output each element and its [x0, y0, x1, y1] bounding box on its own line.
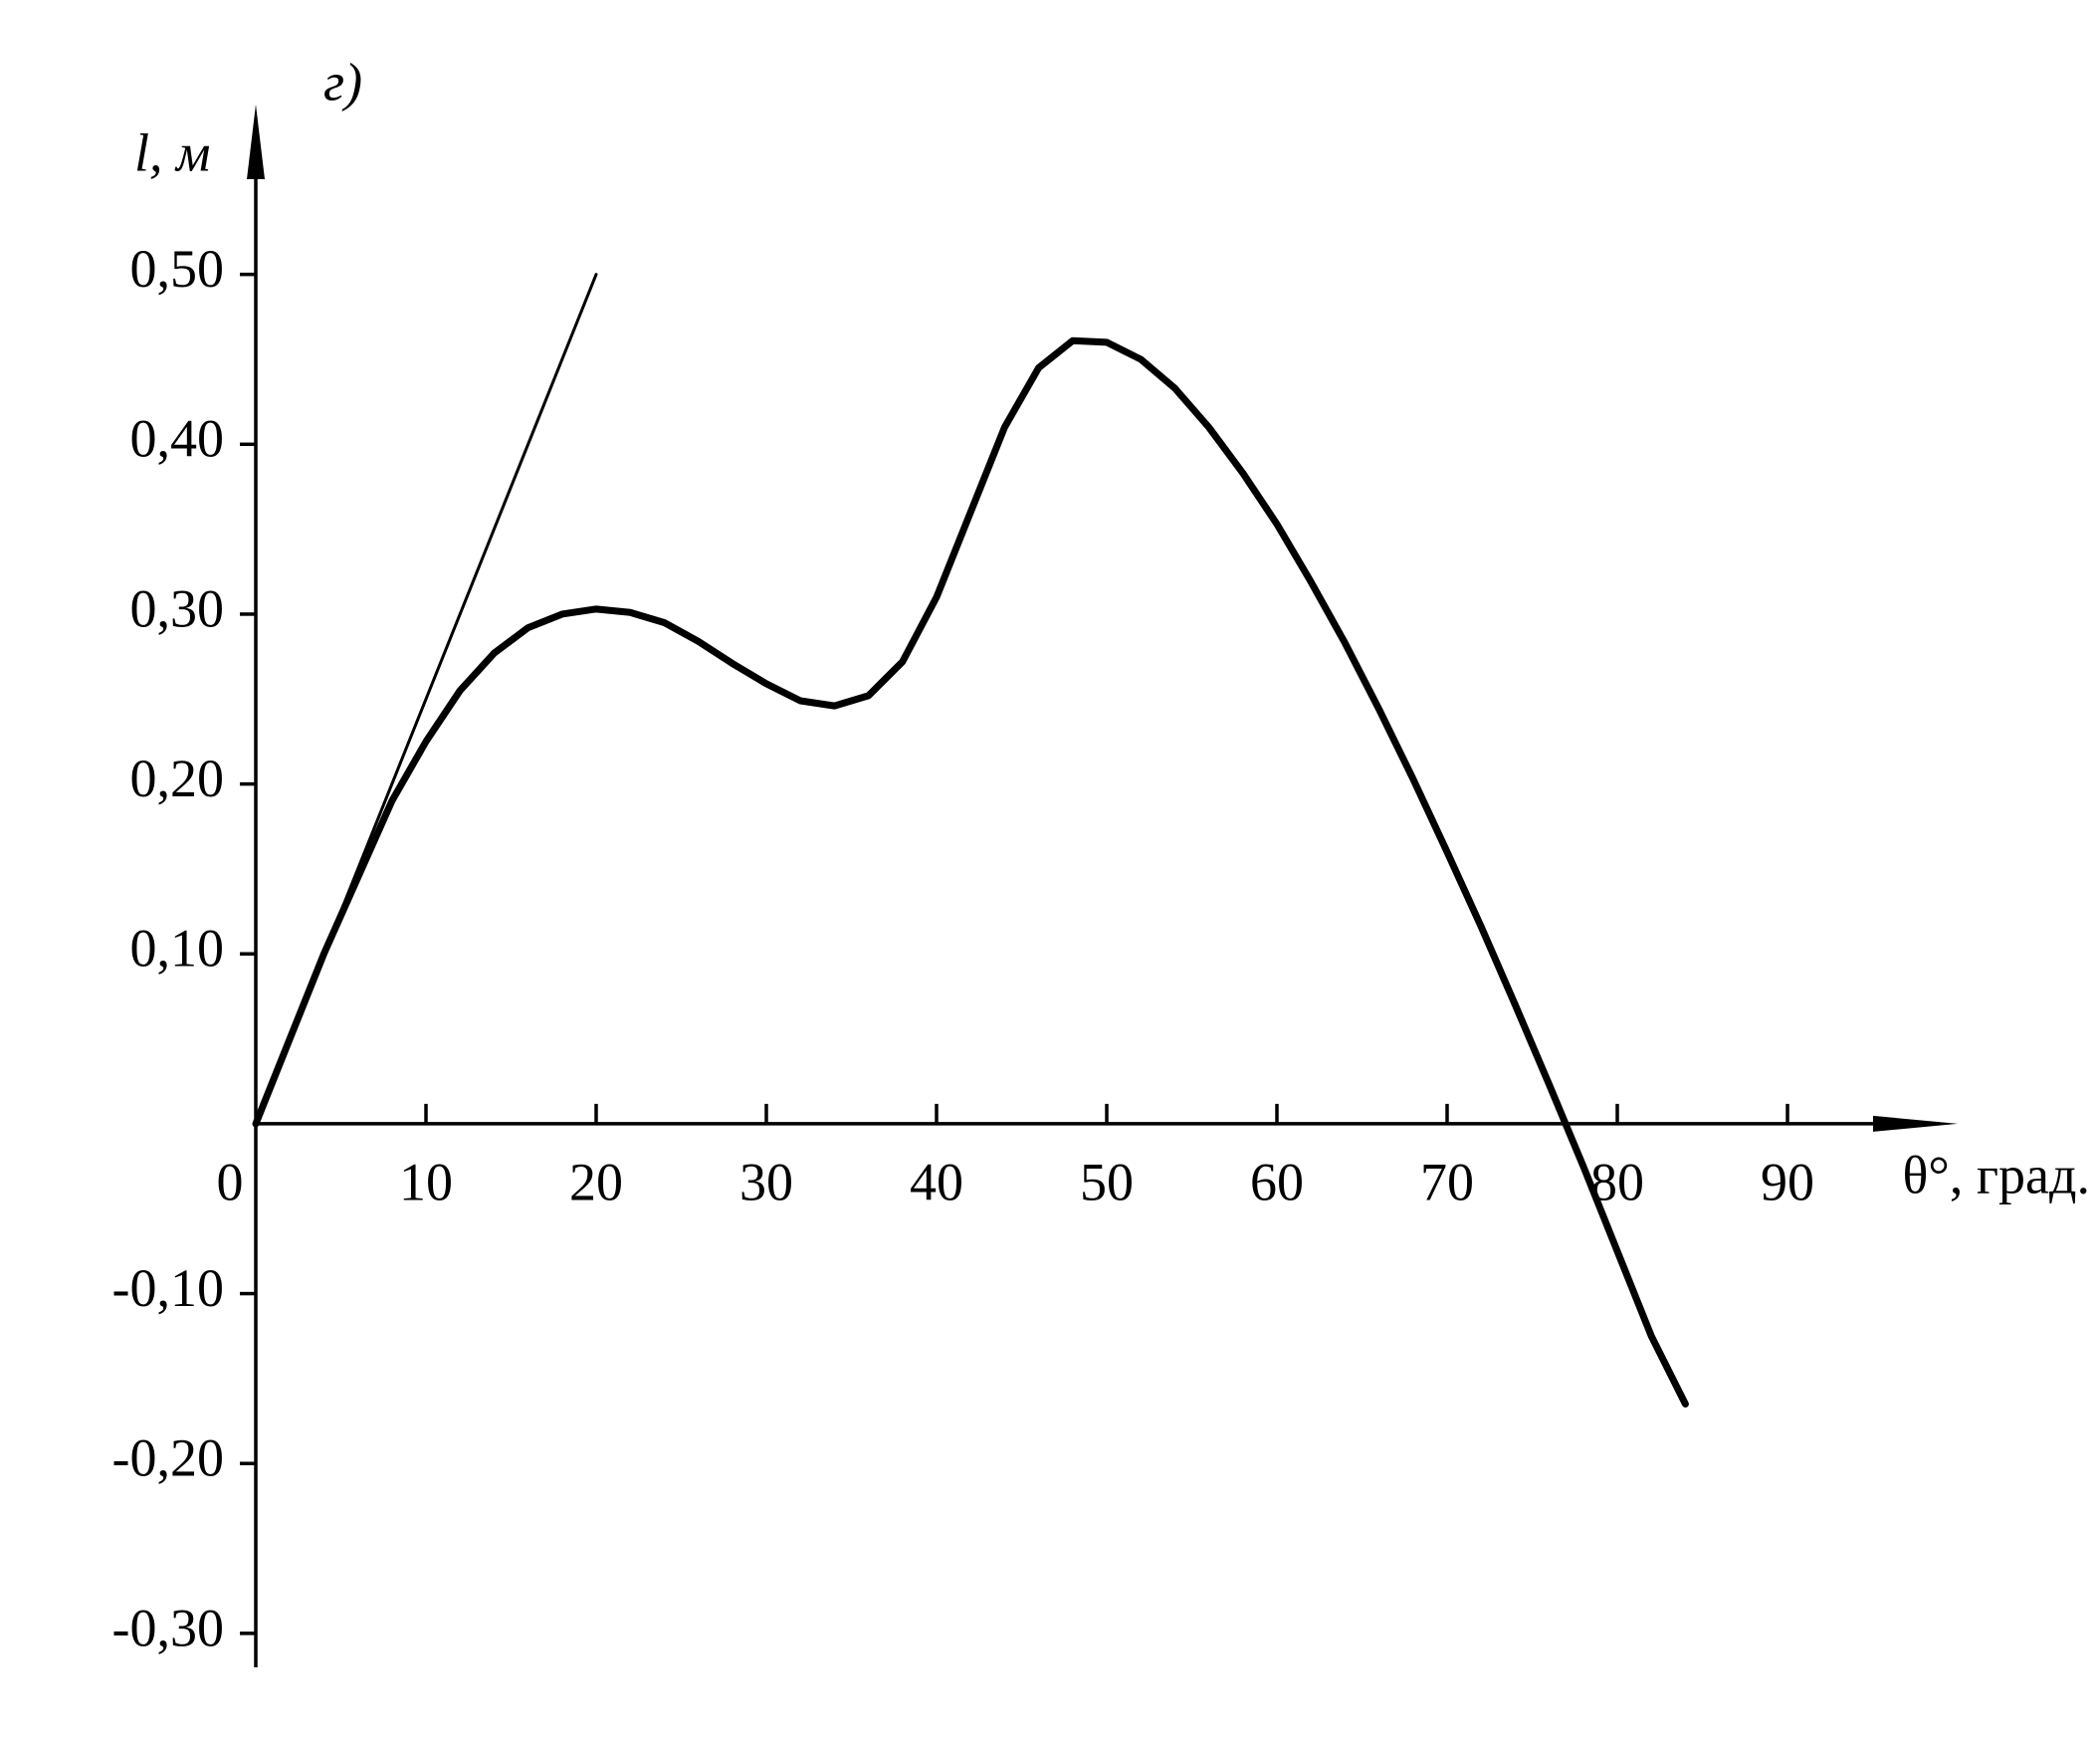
x-tick-label: 60 — [1250, 1152, 1304, 1211]
x-tick-label: 30 — [739, 1152, 793, 1211]
x-tick-label: 90 — [1761, 1152, 1814, 1211]
y-tick-label: 0,10 — [130, 919, 225, 979]
y-axis-label: l, м — [134, 122, 210, 182]
y-tick-label: 0,30 — [130, 578, 225, 638]
chart-title: г) — [323, 52, 362, 111]
x-tick-label: 40 — [910, 1152, 963, 1211]
y-tick-label: -0,20 — [112, 1428, 224, 1488]
line-series — [252, 336, 1689, 1408]
y-tick-label: -0,30 — [112, 1598, 224, 1657]
x-tick-label: 20 — [569, 1152, 623, 1211]
y-tick-label: -0,10 — [112, 1258, 224, 1318]
x-tick-label: 50 — [1080, 1152, 1134, 1211]
x-tick-label: 10 — [399, 1152, 453, 1211]
line-series — [254, 273, 598, 1126]
y-tick-label: 0,40 — [130, 409, 225, 469]
x-axis-arrow — [1873, 1115, 1958, 1132]
x-tick-label: 70 — [1420, 1152, 1474, 1211]
x-axis-label: θ°, град. — [1902, 1145, 2090, 1204]
x-tick-label: 0 — [217, 1152, 244, 1211]
y-tick-label: 0,50 — [130, 239, 225, 299]
y-tick-label: 0,20 — [130, 749, 225, 808]
y-axis-arrow — [247, 105, 265, 179]
